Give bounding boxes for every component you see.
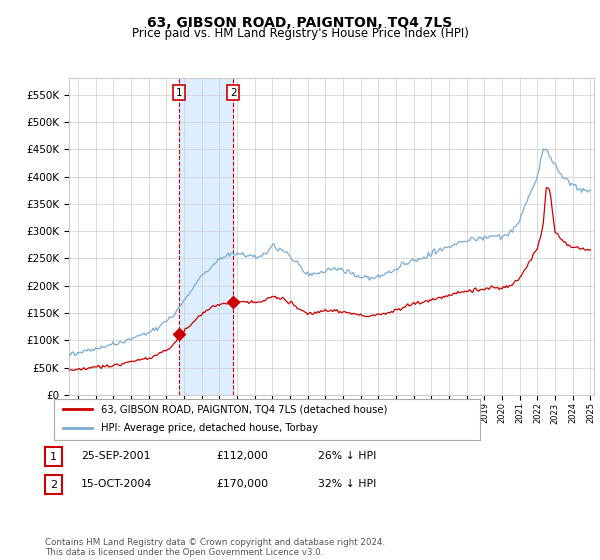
Text: 26% ↓ HPI: 26% ↓ HPI: [318, 451, 376, 461]
Text: 2: 2: [230, 87, 236, 97]
Text: 15-OCT-2004: 15-OCT-2004: [81, 479, 152, 489]
Text: Contains HM Land Registry data © Crown copyright and database right 2024.
This d: Contains HM Land Registry data © Crown c…: [45, 538, 385, 557]
Text: 1: 1: [50, 452, 57, 462]
Text: 2: 2: [50, 480, 57, 490]
Bar: [179, 78, 233, 395]
Text: 1: 1: [176, 87, 182, 97]
Text: £112,000: £112,000: [216, 451, 268, 461]
Text: 25-SEP-2001: 25-SEP-2001: [81, 451, 151, 461]
Text: Price paid vs. HM Land Registry's House Price Index (HPI): Price paid vs. HM Land Registry's House …: [131, 27, 469, 40]
Text: 63, GIBSON ROAD, PAIGNTON, TQ4 7LS (detached house): 63, GIBSON ROAD, PAIGNTON, TQ4 7LS (deta…: [101, 404, 387, 414]
Text: HPI: Average price, detached house, Torbay: HPI: Average price, detached house, Torb…: [101, 423, 318, 433]
Text: 63, GIBSON ROAD, PAIGNTON, TQ4 7LS: 63, GIBSON ROAD, PAIGNTON, TQ4 7LS: [148, 16, 452, 30]
Text: 32% ↓ HPI: 32% ↓ HPI: [318, 479, 376, 489]
Text: £170,000: £170,000: [216, 479, 268, 489]
